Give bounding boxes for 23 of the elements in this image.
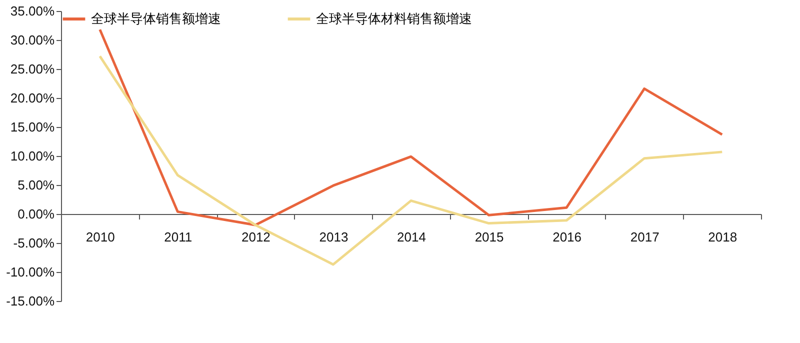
x-tick-label: 2016 <box>552 230 582 244</box>
y-tick-label: 20.00% <box>10 90 55 106</box>
y-tick-label: -15.00% <box>6 294 55 308</box>
x-tick-label: 2014 <box>397 230 426 244</box>
legend-label: 全球半导体材料销售额增速 <box>316 12 472 27</box>
line-series <box>98 28 724 226</box>
y-tick-label: 0.00% <box>18 206 55 222</box>
y-tick-label: 25.00% <box>10 62 55 76</box>
y-tick-label: 30.00% <box>10 32 55 48</box>
y-tick-label: -5.00% <box>13 236 55 250</box>
y-tick-label: 10.00% <box>10 148 55 164</box>
x-tick-label: 2013 <box>319 230 348 244</box>
x-tick-label: 2011 <box>164 230 192 244</box>
legend-label: 全球半导体销售额增速 <box>91 12 221 27</box>
x-tick-label: 2010 <box>86 230 115 244</box>
x-tick-label: 2015 <box>474 230 504 244</box>
y-tick-label: 35.00% <box>10 4 55 18</box>
y-tick-label: -10.00% <box>6 264 55 280</box>
x-tick-label: 2018 <box>708 230 738 244</box>
x-tick-label: 2017 <box>630 230 660 244</box>
y-tick-label: 15.00% <box>10 120 55 134</box>
y-tick-label: 5.00% <box>18 178 55 192</box>
x-tick-label: 2012 <box>241 230 270 244</box>
